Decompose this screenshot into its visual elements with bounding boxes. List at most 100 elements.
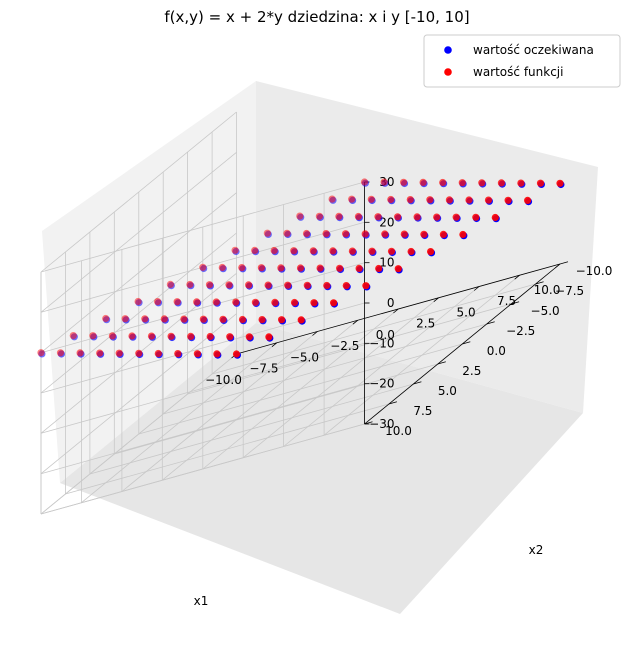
y-tick-label: −5.0 (531, 304, 560, 318)
point-function (452, 213, 460, 221)
z-tick-label: 0 (387, 296, 395, 310)
y-axis-line (364, 263, 561, 425)
legend: wartość oczekiwana wartość funkcji (423, 34, 621, 88)
y-tick-label: 5.0 (438, 384, 457, 398)
point-function (484, 196, 493, 204)
point-function (284, 281, 292, 289)
grid-line (40, 232, 237, 394)
pane-floor (60, 323, 583, 614)
point-function (271, 298, 279, 306)
point-function (283, 229, 291, 237)
grid-line (40, 313, 237, 475)
point-function (342, 282, 350, 290)
y-axis-label: x2 (529, 543, 544, 557)
point-function (166, 280, 174, 288)
point-function (154, 298, 162, 306)
point-function (265, 333, 273, 341)
grid-line (40, 111, 237, 273)
point-function (245, 333, 253, 341)
point-function (315, 212, 323, 220)
point-function (433, 213, 441, 221)
y-tick-label: 10.0 (385, 424, 412, 438)
x-tick (554, 263, 561, 269)
z-tick-label: −20 (369, 377, 394, 391)
grid-line (40, 302, 365, 394)
point-function (187, 332, 195, 340)
point-function (330, 299, 338, 307)
point-function (232, 350, 241, 358)
point-function (478, 179, 486, 187)
axes (231, 181, 569, 425)
point-function (206, 332, 214, 341)
grid-line (114, 363, 438, 455)
x-tick (352, 319, 359, 325)
point-function (406, 196, 414, 204)
y-tick (437, 361, 446, 365)
point-function (167, 332, 175, 340)
data-points (37, 178, 565, 359)
chart-title: f(x,y) = x + 2*y dziedzina: x i y [-10, … (164, 8, 469, 26)
point-function (108, 332, 116, 340)
point-function (426, 196, 434, 204)
x-tick-label: −2.5 (330, 339, 359, 353)
point-function (387, 195, 395, 204)
point-function (173, 298, 181, 306)
point-function (380, 178, 388, 186)
x-tick-label: −5.0 (290, 351, 319, 365)
point-function (348, 247, 356, 255)
y-tick-label: 2.5 (462, 364, 481, 378)
y-tick (388, 401, 398, 405)
point-function (297, 316, 305, 324)
grid-line (65, 403, 390, 495)
grid-line (40, 151, 237, 313)
point-function (556, 179, 564, 187)
grid-line (40, 181, 365, 273)
legend-label-function: wartość funkcji (473, 65, 563, 79)
point-function (258, 316, 266, 324)
point-function (37, 349, 45, 357)
point-function (193, 298, 201, 306)
grid-line (40, 423, 365, 515)
point-function (407, 247, 415, 256)
point-function (368, 247, 376, 255)
point-function (128, 332, 136, 340)
point-function (290, 298, 299, 307)
point-function (360, 178, 369, 186)
point-function (367, 195, 375, 203)
point-function (96, 349, 104, 357)
point-function (328, 195, 336, 203)
point-function (193, 350, 201, 358)
x-tick-label: −7.5 (249, 362, 278, 376)
point-function (135, 349, 143, 357)
point-function (362, 282, 370, 290)
x-axis-label: x1 (194, 594, 209, 608)
tick-labels: −10.0−7.5−5.0−2.50.02.55.07.510.0−10.0−7… (205, 175, 612, 438)
point-function (154, 349, 162, 358)
point-function (335, 212, 343, 220)
grid-line (40, 383, 365, 475)
grid-line (138, 343, 463, 435)
point-function (439, 178, 447, 187)
point-function (89, 332, 97, 340)
point-function (76, 349, 84, 357)
point-function (115, 349, 123, 357)
point-function (180, 315, 188, 323)
grid-line (40, 192, 237, 354)
point-function (381, 230, 389, 238)
point-function (302, 229, 311, 238)
y-tick-label: 7.5 (413, 404, 432, 418)
point-function (69, 332, 77, 340)
point-function (445, 196, 453, 204)
grid-line (211, 283, 536, 375)
point-function (141, 315, 149, 323)
x-tick (393, 308, 399, 314)
point-function (232, 298, 240, 306)
point-function (439, 230, 447, 238)
point-function (160, 315, 168, 323)
point-function (147, 332, 156, 340)
point-function (400, 178, 408, 186)
point-function (517, 179, 525, 187)
point-function (296, 212, 304, 220)
point-function (251, 298, 259, 306)
point-function (270, 246, 278, 255)
